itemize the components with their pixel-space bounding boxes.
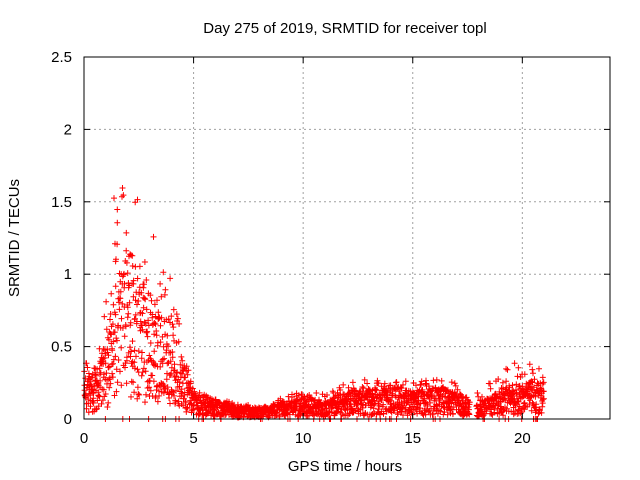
y-tick-label: 1.5 [51, 194, 72, 211]
y-tick-label: 2 [64, 121, 72, 138]
x-tick-label: 0 [80, 430, 88, 447]
tick-labels: 0 5 10 15 20 0 0.5 1 1.5 2 2.5 [51, 49, 531, 447]
plot-frame [83, 56, 611, 420]
axis-ticks [83, 56, 610, 420]
y-tick-label: 0.5 [51, 339, 72, 356]
x-tick-label: 15 [404, 430, 421, 447]
chart-title: Day 275 of 2019, SRMTID for receiver top… [203, 20, 486, 37]
x-tick-label: 10 [295, 430, 312, 447]
x-axis-title: GPS time / hours [288, 458, 402, 475]
x-tick-label: 5 [189, 430, 197, 447]
y-axis-title: SRMTID / TECUs [6, 179, 23, 297]
y-tick-label: 0 [64, 411, 72, 428]
x-tick-label: 20 [514, 430, 531, 447]
y-tick-label: 2.5 [51, 49, 72, 66]
grid-lines [84, 57, 610, 419]
y-tick-label: 1 [64, 266, 72, 283]
